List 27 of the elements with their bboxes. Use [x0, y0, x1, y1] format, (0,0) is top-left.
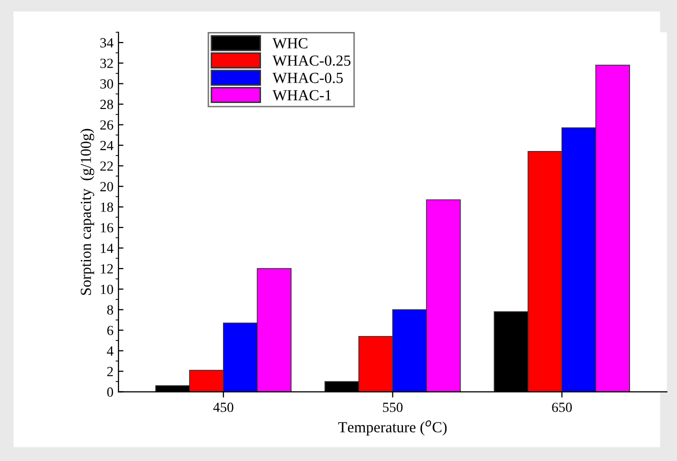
y-tick-label: 2 — [107, 366, 113, 376]
y-tick-label: 32 — [100, 58, 113, 68]
y-tick-label: 18 — [100, 202, 114, 212]
x-tick-label: 450 — [213, 402, 234, 412]
y-tick-label: 0 — [107, 387, 114, 397]
legend-label: WHAC-0.25 — [272, 55, 350, 66]
x-tick-label: 650 — [552, 402, 572, 412]
y-tick-label: 6 — [107, 326, 114, 336]
y-tick-label: 30 — [100, 79, 114, 89]
y-tick-label: 20 — [100, 182, 114, 192]
x-axis-title: Temperature ($^{o}$C) — [338, 420, 447, 436]
y-tick-label: 10 — [100, 284, 114, 294]
y-tick-label: 34 — [100, 38, 114, 48]
y-tick-label: 28 — [100, 100, 114, 110]
y-tick-label: 4 — [106, 346, 114, 356]
legend-label: WHAC-1 — [272, 90, 332, 100]
y-axis-title: Sorption capacity (g/100g) — [80, 128, 94, 295]
legend-label: WHC — [272, 38, 308, 49]
y-tick-label: 16 — [100, 223, 114, 232]
y-tick-label: 14 — [100, 244, 114, 253]
x-tick-label: 550 — [383, 402, 403, 412]
y-tick-label: 22 — [100, 161, 113, 171]
y-tick-label: 8 — [107, 305, 114, 315]
y-tick-label: 24 — [100, 140, 114, 150]
y-tick-label: 26 — [100, 120, 114, 130]
legend-label: WHAC-0.5 — [272, 72, 343, 84]
y-tick-label: 12 — [100, 264, 113, 274]
